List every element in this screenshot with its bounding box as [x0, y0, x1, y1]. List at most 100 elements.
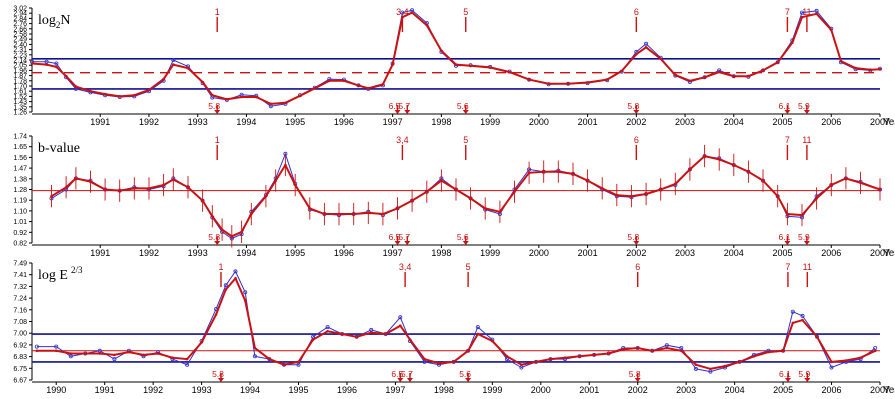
x-tick-label: 1992 — [139, 248, 159, 258]
raw-data-point — [325, 325, 330, 330]
y-tick-label: 1.47 — [13, 166, 27, 173]
smoothed-data-point — [171, 356, 174, 360]
event-number-label: 3,4 — [396, 135, 409, 145]
raw-series-line — [36, 270, 876, 373]
magnitude-arrow-head — [406, 378, 413, 382]
y-tick-label: 1.87 — [13, 73, 27, 80]
smoothed-data-point — [839, 59, 843, 63]
smoothed-data-point — [64, 74, 68, 78]
raw-data-point — [400, 10, 405, 15]
smoothed-data-point — [665, 346, 669, 350]
raw-data-point — [800, 313, 805, 318]
smoothed-data-point — [452, 360, 455, 364]
event-number-label: 5 — [463, 135, 468, 145]
smoothed-data-point — [830, 360, 833, 364]
smoothed-data-point — [118, 189, 121, 192]
smoothed-data-point — [844, 177, 848, 180]
y-tick-label: 2.05 — [13, 63, 27, 70]
magnitude-label: 5.8 — [212, 369, 224, 379]
raw-data-point — [829, 365, 834, 370]
smoothed-data-point — [440, 179, 443, 182]
magnitude-label: 5.8 — [208, 101, 220, 111]
smoothed-data-point — [84, 352, 87, 355]
smoothed-data-point — [549, 357, 552, 361]
y-tick-label: 1.26 — [13, 110, 27, 117]
panel-title: b-value — [38, 141, 80, 156]
x-tick-label: 2000 — [531, 385, 551, 395]
x-tick-label: 2005 — [773, 248, 793, 258]
smoothed-data-point — [367, 87, 370, 90]
smoothed-data-point — [586, 81, 589, 84]
y-tick-label: 2.94 — [13, 11, 27, 18]
smoothed-data-point — [399, 324, 402, 328]
smoothed-data-point — [55, 65, 58, 69]
raw-data-point — [873, 345, 878, 350]
x-tick-label: 1996 — [334, 248, 354, 258]
magnitude-arrow-head — [465, 378, 472, 382]
smoothed-data-point — [162, 77, 165, 81]
smoothed-data-point — [381, 212, 385, 216]
panel-title: log E 2/3 — [38, 265, 83, 283]
smoothed-data-point — [815, 12, 818, 16]
x-tick-label: 2001 — [578, 117, 598, 127]
event-number-label: 1 — [218, 262, 223, 272]
smoothed-data-point — [844, 359, 848, 362]
y-tick-label: 1.65 — [13, 144, 27, 151]
y-tick-label: 1.74 — [13, 134, 27, 141]
x-tick-label: 2000 — [529, 248, 549, 258]
y-tick-label: 2.31 — [13, 47, 27, 54]
smoothed-data-point — [274, 179, 278, 182]
smoothed-data-point — [30, 62, 34, 65]
smoothed-data-point — [635, 52, 638, 56]
magnitude-arrow-head — [462, 110, 469, 114]
magnitude-arrow-head — [633, 110, 640, 114]
smoothed-data-point — [172, 178, 175, 181]
panel-title-main: log E — [38, 268, 68, 283]
magnitude-arrow-head — [634, 378, 641, 382]
y-tick-label: 0.82 — [13, 241, 27, 248]
magnitude-arrow-head — [217, 378, 224, 382]
smoothed-data-point — [571, 172, 575, 176]
raw-data-point — [34, 344, 39, 349]
smoothed-data-point — [254, 95, 258, 99]
y-tick-label: 1.61 — [13, 89, 27, 96]
smoothed-data-point — [89, 89, 92, 93]
magnitude-arrow-head — [394, 110, 401, 114]
smoothed-data-point — [425, 24, 429, 27]
event-number-label: 6 — [634, 7, 639, 17]
smoothed-data-point — [313, 87, 317, 90]
magnitude-arrow-head — [404, 110, 411, 114]
raw-data-point — [171, 58, 176, 63]
smoothed-data-point — [878, 67, 882, 71]
x-tick-label: 2002 — [626, 248, 646, 258]
y-tick-label: 2.49 — [13, 37, 27, 44]
panel-title: log2N — [38, 13, 71, 30]
magnitude-label: 5.6 — [457, 232, 469, 242]
panel-title-main: log — [38, 13, 56, 28]
y-tick-label: 1.35 — [13, 104, 27, 111]
smoothed-data-point — [859, 181, 862, 185]
smoothed-data-point — [268, 357, 271, 361]
magnitude-label: 6.1 — [779, 369, 791, 379]
y-tick-label: 7.41 — [13, 272, 27, 279]
smoothed-data-point — [297, 360, 300, 364]
smoothed-data-point — [703, 154, 706, 158]
x-tick-label: 1994 — [236, 248, 256, 258]
smoothed-data-point — [786, 212, 789, 216]
smoothed-data-point — [527, 78, 531, 81]
smoothed-data-point — [791, 321, 795, 325]
smoothed-data-point — [367, 211, 370, 215]
x-tick-label: 1996 — [337, 385, 357, 395]
x-tick-label: 1992 — [139, 117, 159, 127]
x-tick-label: 2005 — [773, 117, 793, 127]
smoothed-data-point — [680, 349, 683, 353]
smoothed-data-point — [703, 76, 706, 79]
event-number-label: 11 — [802, 135, 811, 145]
smoothed-data-point — [381, 83, 385, 86]
x-tick-label: 2003 — [675, 117, 695, 127]
smoothed-data-point — [308, 207, 312, 210]
event-number-label: 11 — [802, 7, 811, 17]
event-number-label: 7 — [785, 135, 790, 145]
x-tick-label: 1994 — [236, 117, 256, 127]
